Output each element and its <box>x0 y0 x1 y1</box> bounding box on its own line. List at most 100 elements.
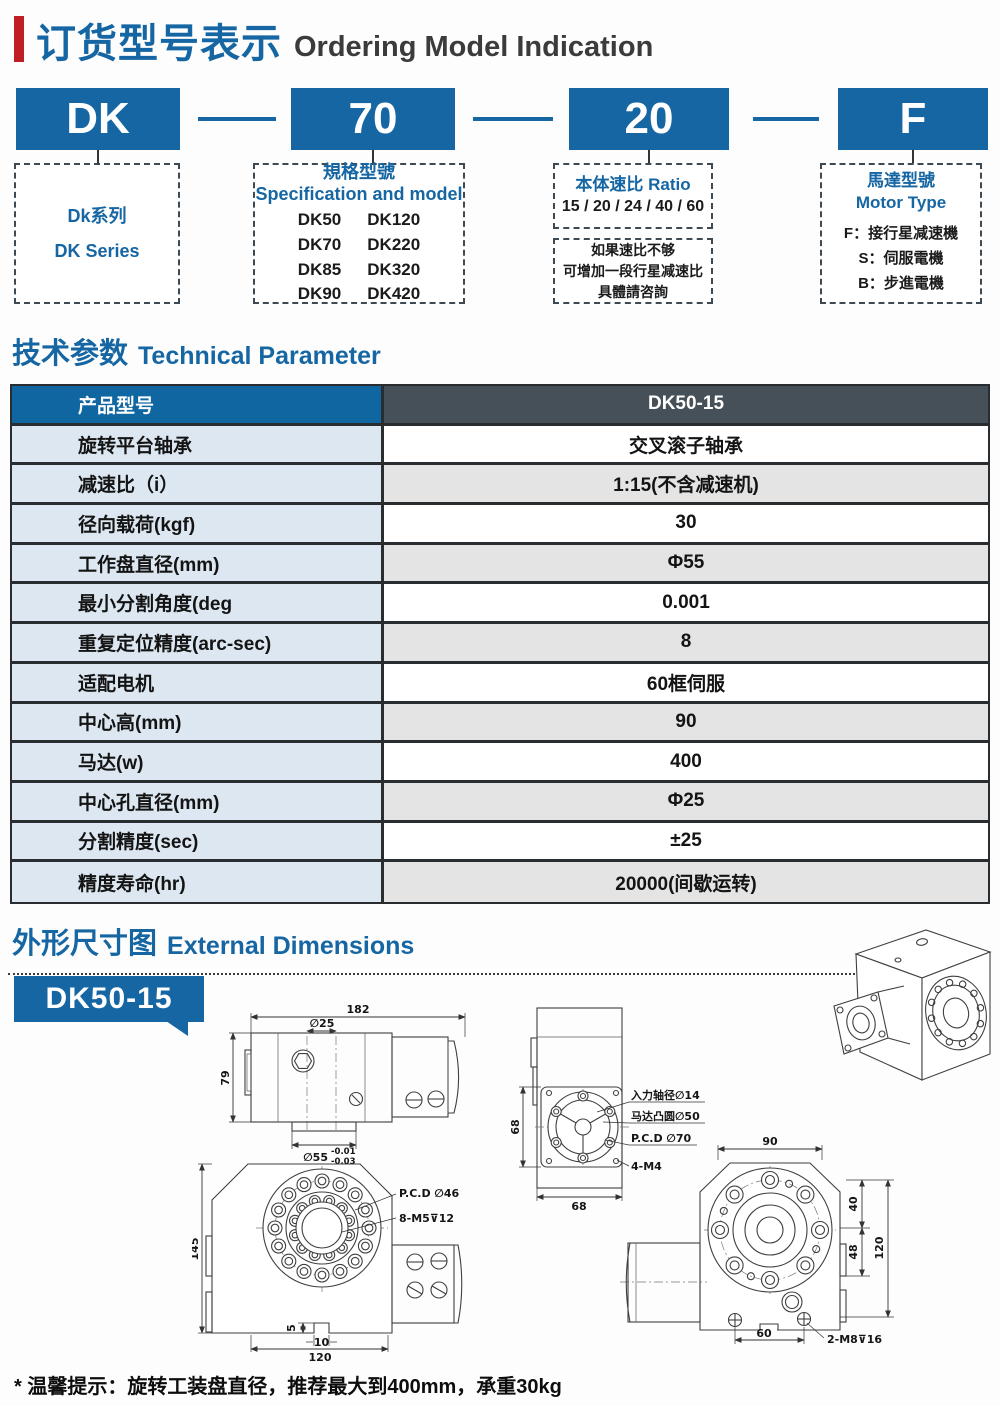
ordering-code-dk: DK <box>16 88 180 150</box>
label-pcd-46: P.C.D ∅46 <box>399 1187 460 1200</box>
spec-box: 規格型號 Specification and model DK50 DK120 D… <box>253 161 465 304</box>
connector-line <box>753 117 819 121</box>
param-cell: 最小分割角度(deg <box>12 584 384 622</box>
dotted-divider <box>8 973 935 975</box>
model-tag: DK50-15 <box>14 976 204 1036</box>
dim-145: 145 <box>192 1238 201 1261</box>
value-header-cell: DK50-15 <box>384 386 988 423</box>
dim-60: 60 <box>756 1327 772 1340</box>
stem-line <box>648 150 650 164</box>
table-header-row: 产品型号 DK50-15 <box>12 386 988 426</box>
value-cell: 交叉滚子轴承 <box>384 425 988 463</box>
table-row: 中心孔直径(mm) Φ25 <box>12 782 988 823</box>
drawing-side-view: 90 40 48 120 6 <box>620 1135 894 1346</box>
param-cell: 适配电机 <box>12 663 384 701</box>
dim-68h: 68 <box>571 1200 586 1213</box>
table-row: 中心高(mm) 90 <box>12 703 988 744</box>
tol-lower: -0.03 <box>331 1157 356 1167</box>
model-item: DK220 <box>367 234 421 254</box>
value-cell: 60框伺服 <box>384 663 988 701</box>
dims-section-heading: 外形尺寸图 External Dimensions <box>12 928 414 960</box>
spec-title-zh: 規格型號 <box>323 161 395 182</box>
label-8-m5: 8-M5⊽12 <box>399 1212 454 1225</box>
page-title-zh: 订货型号表示 <box>36 22 282 66</box>
dims-heading-zh: 外形尺寸图 <box>12 928 158 960</box>
connector-line <box>198 117 276 121</box>
series-box: Dk系列 DK Series <box>14 163 180 304</box>
dim-120: 120 <box>309 1351 332 1364</box>
tech-heading-en: Technical Parameter <box>138 341 381 370</box>
table-row: 减速比（i） 1:15(不含减速机) <box>12 465 988 506</box>
param-cell: 重复定位精度(arc-sec) <box>12 624 384 661</box>
label-4-m4: 4-M4 <box>631 1160 662 1173</box>
value-cell: 8 <box>384 624 988 661</box>
ordering-section-heading: 订货型号表示 Ordering Model Indication <box>14 16 653 64</box>
tol-upper: -0.01 <box>331 1147 356 1157</box>
ratio-note-line: 如果速比不够 <box>591 241 675 258</box>
param-cell: 减速比（i） <box>12 465 384 503</box>
label-motor-boss: 马达凸圆∅50 <box>631 1109 700 1123</box>
series-label-en: DK Series <box>54 240 140 261</box>
table-row: 适配电机 60框伺服 <box>12 663 988 704</box>
table-row: 精度寿命(hr) 20000(间歇运转) <box>12 862 988 902</box>
motor-title-zh: 馬達型號 <box>867 171 935 191</box>
ratio-title: 本体速比 Ratio <box>575 174 691 194</box>
drawing-iso-view <box>833 929 992 1081</box>
ordering-code-70: 70 <box>291 88 455 150</box>
tech-heading-zh: 技术参数 <box>12 338 129 370</box>
stem-line <box>912 150 914 164</box>
drawing-input-view: 68 68 入力轴径∅14 马达凸圆∅50 P.C.D ∅70 4-M4 <box>509 1007 705 1213</box>
param-cell: 分割精度(sec) <box>12 822 384 860</box>
dim-55: ∅55 <box>303 1151 328 1164</box>
dim-120-side: 120 <box>873 1236 886 1259</box>
dim-40: 40 <box>847 1196 860 1212</box>
model-item: DK420 <box>367 284 421 304</box>
dim-25: ∅25 <box>310 1017 335 1030</box>
ratio-note-line: 具體請咨詢 <box>598 283 668 300</box>
dim-182: 182 <box>347 1003 370 1016</box>
red-accent-bar <box>14 16 24 62</box>
value-cell: Φ55 <box>384 544 988 582</box>
tech-table: 产品型号 DK50-15 旋转平台轴承 交叉滚子轴承 减速比（i） 1:15(不含减… <box>10 384 990 904</box>
table-row: 最小分割角度(deg 0.001 <box>12 584 988 625</box>
param-cell: 旋转平台轴承 <box>12 425 384 463</box>
param-cell: 中心高(mm) <box>12 703 384 741</box>
value-cell: 20000(间歇运转) <box>384 862 988 902</box>
param-cell: 中心孔直径(mm) <box>12 782 384 820</box>
motor-option: B：步進電機 <box>858 274 944 292</box>
param-cell: 马达(w) <box>12 743 384 780</box>
model-item: DK85 <box>297 259 342 279</box>
table-row: 分割精度(sec) ±25 <box>12 822 988 863</box>
param-cell: 工作盘直径(mm) <box>12 544 384 582</box>
param-cell: 径向载荷(kgf) <box>12 505 384 542</box>
drawing-front-view: P.C.D ∅46 8-M5⊽12 145 5 10 120 <box>192 1163 463 1364</box>
param-cell: 精度寿命(hr) <box>12 862 384 902</box>
table-row: 旋转平台轴承 交叉滚子轴承 <box>12 425 988 466</box>
value-cell: 90 <box>384 703 988 741</box>
value-cell: 1:15(不含减速机) <box>384 465 988 503</box>
ratio-note-line: 可增加一段行星减速比 <box>563 262 703 279</box>
table-row: 马达(w) 400 <box>12 743 988 783</box>
connector-line <box>473 117 553 121</box>
drawing-top-view: 182 ∅25 79 ∅55 -0.01 -0.03 <box>219 1003 466 1167</box>
stem-line <box>97 150 99 164</box>
stem-line <box>372 150 374 164</box>
dim-68v: 68 <box>509 1119 522 1134</box>
ratio-values: 15 / 20 / 24 / 40 / 60 <box>561 197 705 215</box>
motor-option: F：接行星减速機 <box>843 225 959 243</box>
dim-10: 10 <box>314 1336 330 1349</box>
motor-box: 馬達型號 Motor Type F：接行星减速機 S：伺服電機 B：步進電機 <box>820 163 982 304</box>
table-row: 工作盘直径(mm) Φ55 <box>12 544 988 585</box>
ratio-box: 本体速比 Ratio 15 / 20 / 24 / 40 / 60 <box>553 163 713 229</box>
page-title-en: Ordering Model Indication <box>294 31 654 64</box>
dim-90: 90 <box>762 1135 778 1148</box>
ratio-note-box: 如果速比不够 可增加一段行星减速比 具體請咨詢 <box>553 238 713 304</box>
ordering-code-20: 20 <box>569 88 729 150</box>
model-item: DK320 <box>367 259 421 279</box>
label-2-m8: 2-M8⊽16 <box>827 1333 882 1346</box>
footer-note: * 温馨提示：旋转工装盘直径，推荐最大到400mm，承重30kg <box>14 1376 562 1398</box>
ordering-code-f: F <box>838 88 988 150</box>
dim-5: 5 <box>285 1324 298 1332</box>
tech-section-heading: 技术参数 Technical Parameter <box>12 338 381 370</box>
